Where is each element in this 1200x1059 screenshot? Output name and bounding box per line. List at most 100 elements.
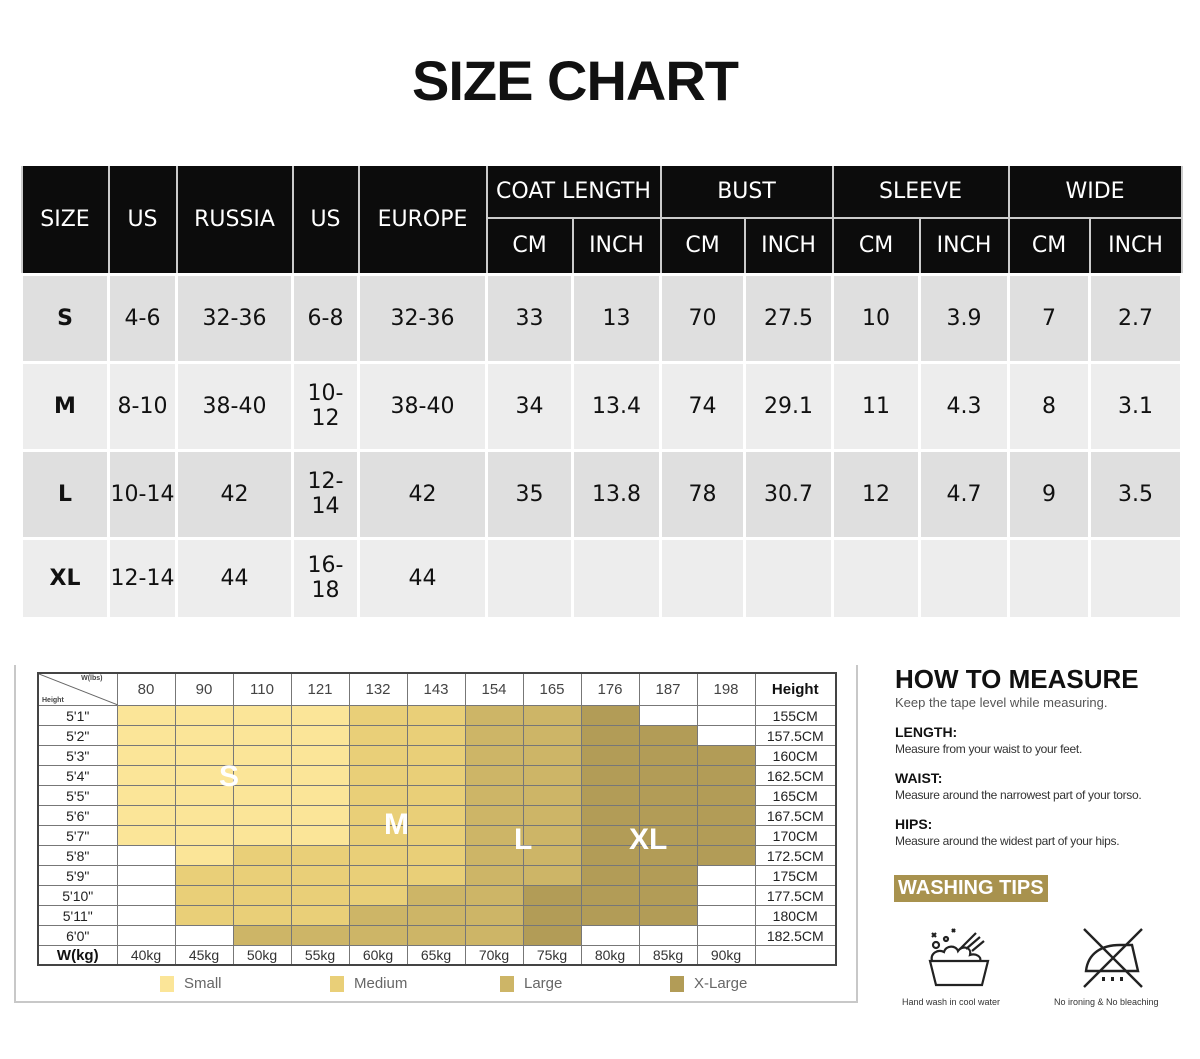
fit-cell (696, 805, 756, 826)
size-cell: 30.7 (742, 448, 835, 540)
weight-lbs-label: 198 (696, 672, 756, 706)
fit-cell (406, 805, 466, 826)
hand-wash-icon (928, 928, 990, 987)
fit-cell (174, 825, 234, 846)
size-cell: 38-40 (357, 360, 488, 452)
weight-lbs-label: 176 (580, 672, 640, 706)
how-to-measure: HOW TO MEASURE Keep the tape level while… (895, 664, 1195, 848)
fit-cell (232, 705, 292, 726)
fit-cell (580, 925, 640, 946)
size-cell: 70 (659, 272, 746, 364)
size-cell: 10 (831, 272, 922, 364)
fit-cell (116, 785, 176, 806)
fit-cell (522, 905, 582, 926)
fit-cell (116, 845, 176, 866)
no-ironing-icon (1083, 928, 1143, 988)
fit-cell (406, 865, 466, 886)
fit-cell (464, 765, 524, 786)
size-cell: 3.9 (918, 272, 1011, 364)
height-cm-label: 180CM (754, 905, 837, 926)
fit-cell (696, 905, 756, 926)
size-cell: 3.5 (1088, 448, 1184, 540)
height-cm-label: 172.5CM (754, 845, 837, 866)
fit-cell (290, 925, 350, 946)
fit-cell (638, 725, 698, 746)
height-cm-label: 177.5CM (754, 885, 837, 906)
weight-kg-label: 90kg (696, 945, 756, 966)
size-cell: 13.4 (571, 360, 662, 452)
weight-lbs-label: 132 (348, 672, 408, 706)
subheader-cm: CM (485, 218, 574, 275)
fit-cell (348, 745, 408, 766)
fit-cell (638, 805, 698, 826)
header-russia: RUSSIA (175, 166, 294, 275)
fit-cell (232, 845, 292, 866)
size-cell: 4.7 (918, 448, 1011, 540)
header-sleeve: SLEEVE (831, 166, 1010, 219)
weight-kg-label: 80kg (580, 945, 640, 966)
size-cell: 13.8 (571, 448, 662, 540)
subheader-cm: CM (1007, 218, 1091, 275)
size-cell: 34 (485, 360, 574, 452)
fit-cell (580, 865, 640, 886)
measure-label-hips: HIPS: (895, 816, 933, 832)
fit-row: 6'0" 182.5CM (37, 925, 837, 946)
size-cell: 9 (1007, 448, 1092, 540)
height-cm-label: 162.5CM (754, 765, 837, 786)
fit-cell (696, 745, 756, 766)
fit-cell (116, 905, 176, 926)
fit-cell (232, 885, 292, 906)
size-cell: 7 (1007, 272, 1092, 364)
measure-subtitle: Keep the tape level while measuring. (895, 695, 1108, 710)
hand-wash-caption: Hand wash in cool water (902, 997, 1001, 1007)
fit-cell (696, 825, 756, 846)
fit-cell (174, 725, 234, 746)
measure-text-hips: Measure around the widest part of your h… (895, 834, 1120, 848)
fit-cell (290, 765, 350, 786)
weight-kg-label: 45kg (174, 945, 234, 966)
kg-label: W(kg) (37, 945, 118, 966)
size-cell (485, 536, 574, 620)
size-cell: 38-40 (175, 360, 294, 452)
washing-tips-title: WASHING TIPS (894, 875, 1048, 902)
fit-cell (580, 725, 640, 746)
fit-cell (638, 865, 698, 886)
fit-cell (464, 865, 524, 886)
fit-cell (464, 825, 524, 846)
fit-cell (638, 745, 698, 766)
fit-cell (580, 885, 640, 906)
size-cell: 32-36 (357, 272, 488, 364)
fit-chart-frame (14, 665, 858, 1003)
size-cell: 6-8 (291, 272, 360, 364)
weight-kg-label: 60kg (348, 945, 408, 966)
size-cell: 4.3 (918, 360, 1011, 452)
weight-lbs-label: 165 (522, 672, 582, 706)
fit-cell (232, 905, 292, 926)
fit-cell (406, 725, 466, 746)
region-label-l: L (514, 823, 533, 856)
fit-cell (116, 705, 176, 726)
legend-swatch (330, 975, 344, 992)
size-row: M 8-10 38-40 10-12 38-40 34 13.4 74 29.1 11 4.3 8 3.… (20, 360, 1184, 452)
header-bust: BUST (659, 166, 834, 219)
no-ironing-caption: No ironing & No bleaching (1054, 997, 1159, 1007)
legend-x-large: X-Large (670, 975, 747, 992)
size-cell: 10-12 (291, 360, 360, 452)
fit-cell (116, 765, 176, 786)
fit-cell (290, 785, 350, 806)
weight-kg-label: 70kg (464, 945, 524, 966)
weight-kg-label: 65kg (406, 945, 466, 966)
fit-cell (290, 845, 350, 866)
fit-cell (290, 825, 350, 846)
size-cell: 10-14 (107, 448, 178, 540)
legend-small: Small (160, 975, 222, 992)
header-size: SIZE (20, 166, 110, 275)
weight-lbs-label: 143 (406, 672, 466, 706)
fit-cell (232, 745, 292, 766)
fit-cell (348, 725, 408, 746)
fit-cell (638, 905, 698, 926)
header-coat-length: COAT LENGTH (485, 166, 662, 219)
fit-row: 5'9" 175CM (37, 865, 837, 886)
height-ft-label: 5'6" (37, 805, 118, 826)
fit-cell (522, 765, 582, 786)
